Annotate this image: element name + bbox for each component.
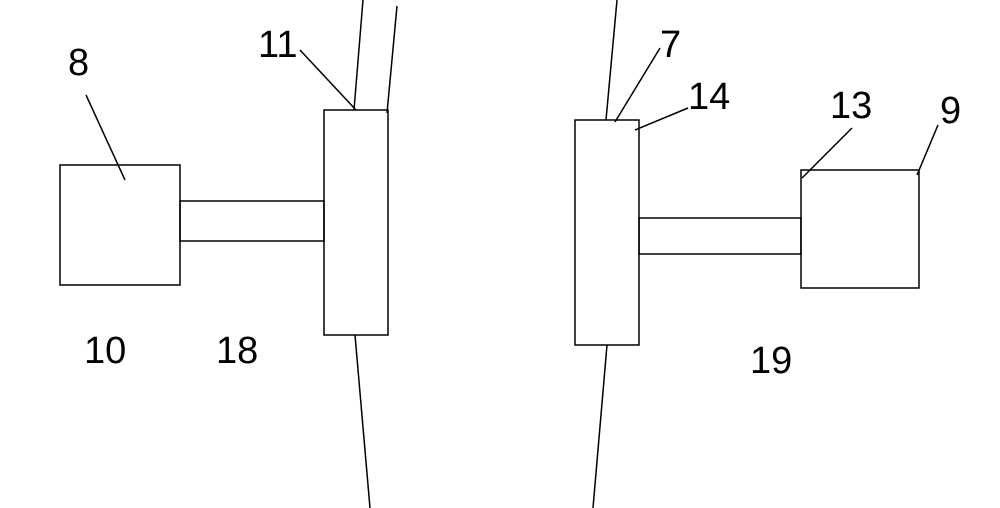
node-box_14 [575, 120, 639, 345]
label-7: 7 [660, 24, 681, 67]
leader-line-4 [917, 125, 938, 175]
label-14: 14 [688, 76, 730, 119]
structure-line-2 [387, 6, 397, 113]
node-bar_19 [639, 218, 801, 254]
label-19: 19 [750, 340, 792, 383]
node-bar_18 [180, 201, 324, 241]
leader-line-5 [615, 48, 660, 122]
leader-line-2 [635, 108, 688, 130]
label-18: 18 [216, 330, 258, 373]
node-box_13 [801, 170, 919, 288]
structure-line-1 [354, 0, 363, 110]
structure-line-0 [355, 335, 370, 508]
label-8: 8 [68, 42, 89, 85]
label-11: 11 [258, 24, 297, 67]
leader-line-1 [300, 50, 356, 110]
leader-line-0 [86, 95, 125, 180]
label-13: 13 [830, 85, 872, 128]
node-box_10 [60, 165, 180, 285]
label-10: 10 [84, 330, 126, 373]
structure-line-3 [593, 345, 607, 508]
structure-line-4 [606, 0, 617, 120]
node-box_11 [324, 110, 388, 335]
technical-diagram [0, 0, 1000, 508]
label-9: 9 [940, 90, 961, 133]
